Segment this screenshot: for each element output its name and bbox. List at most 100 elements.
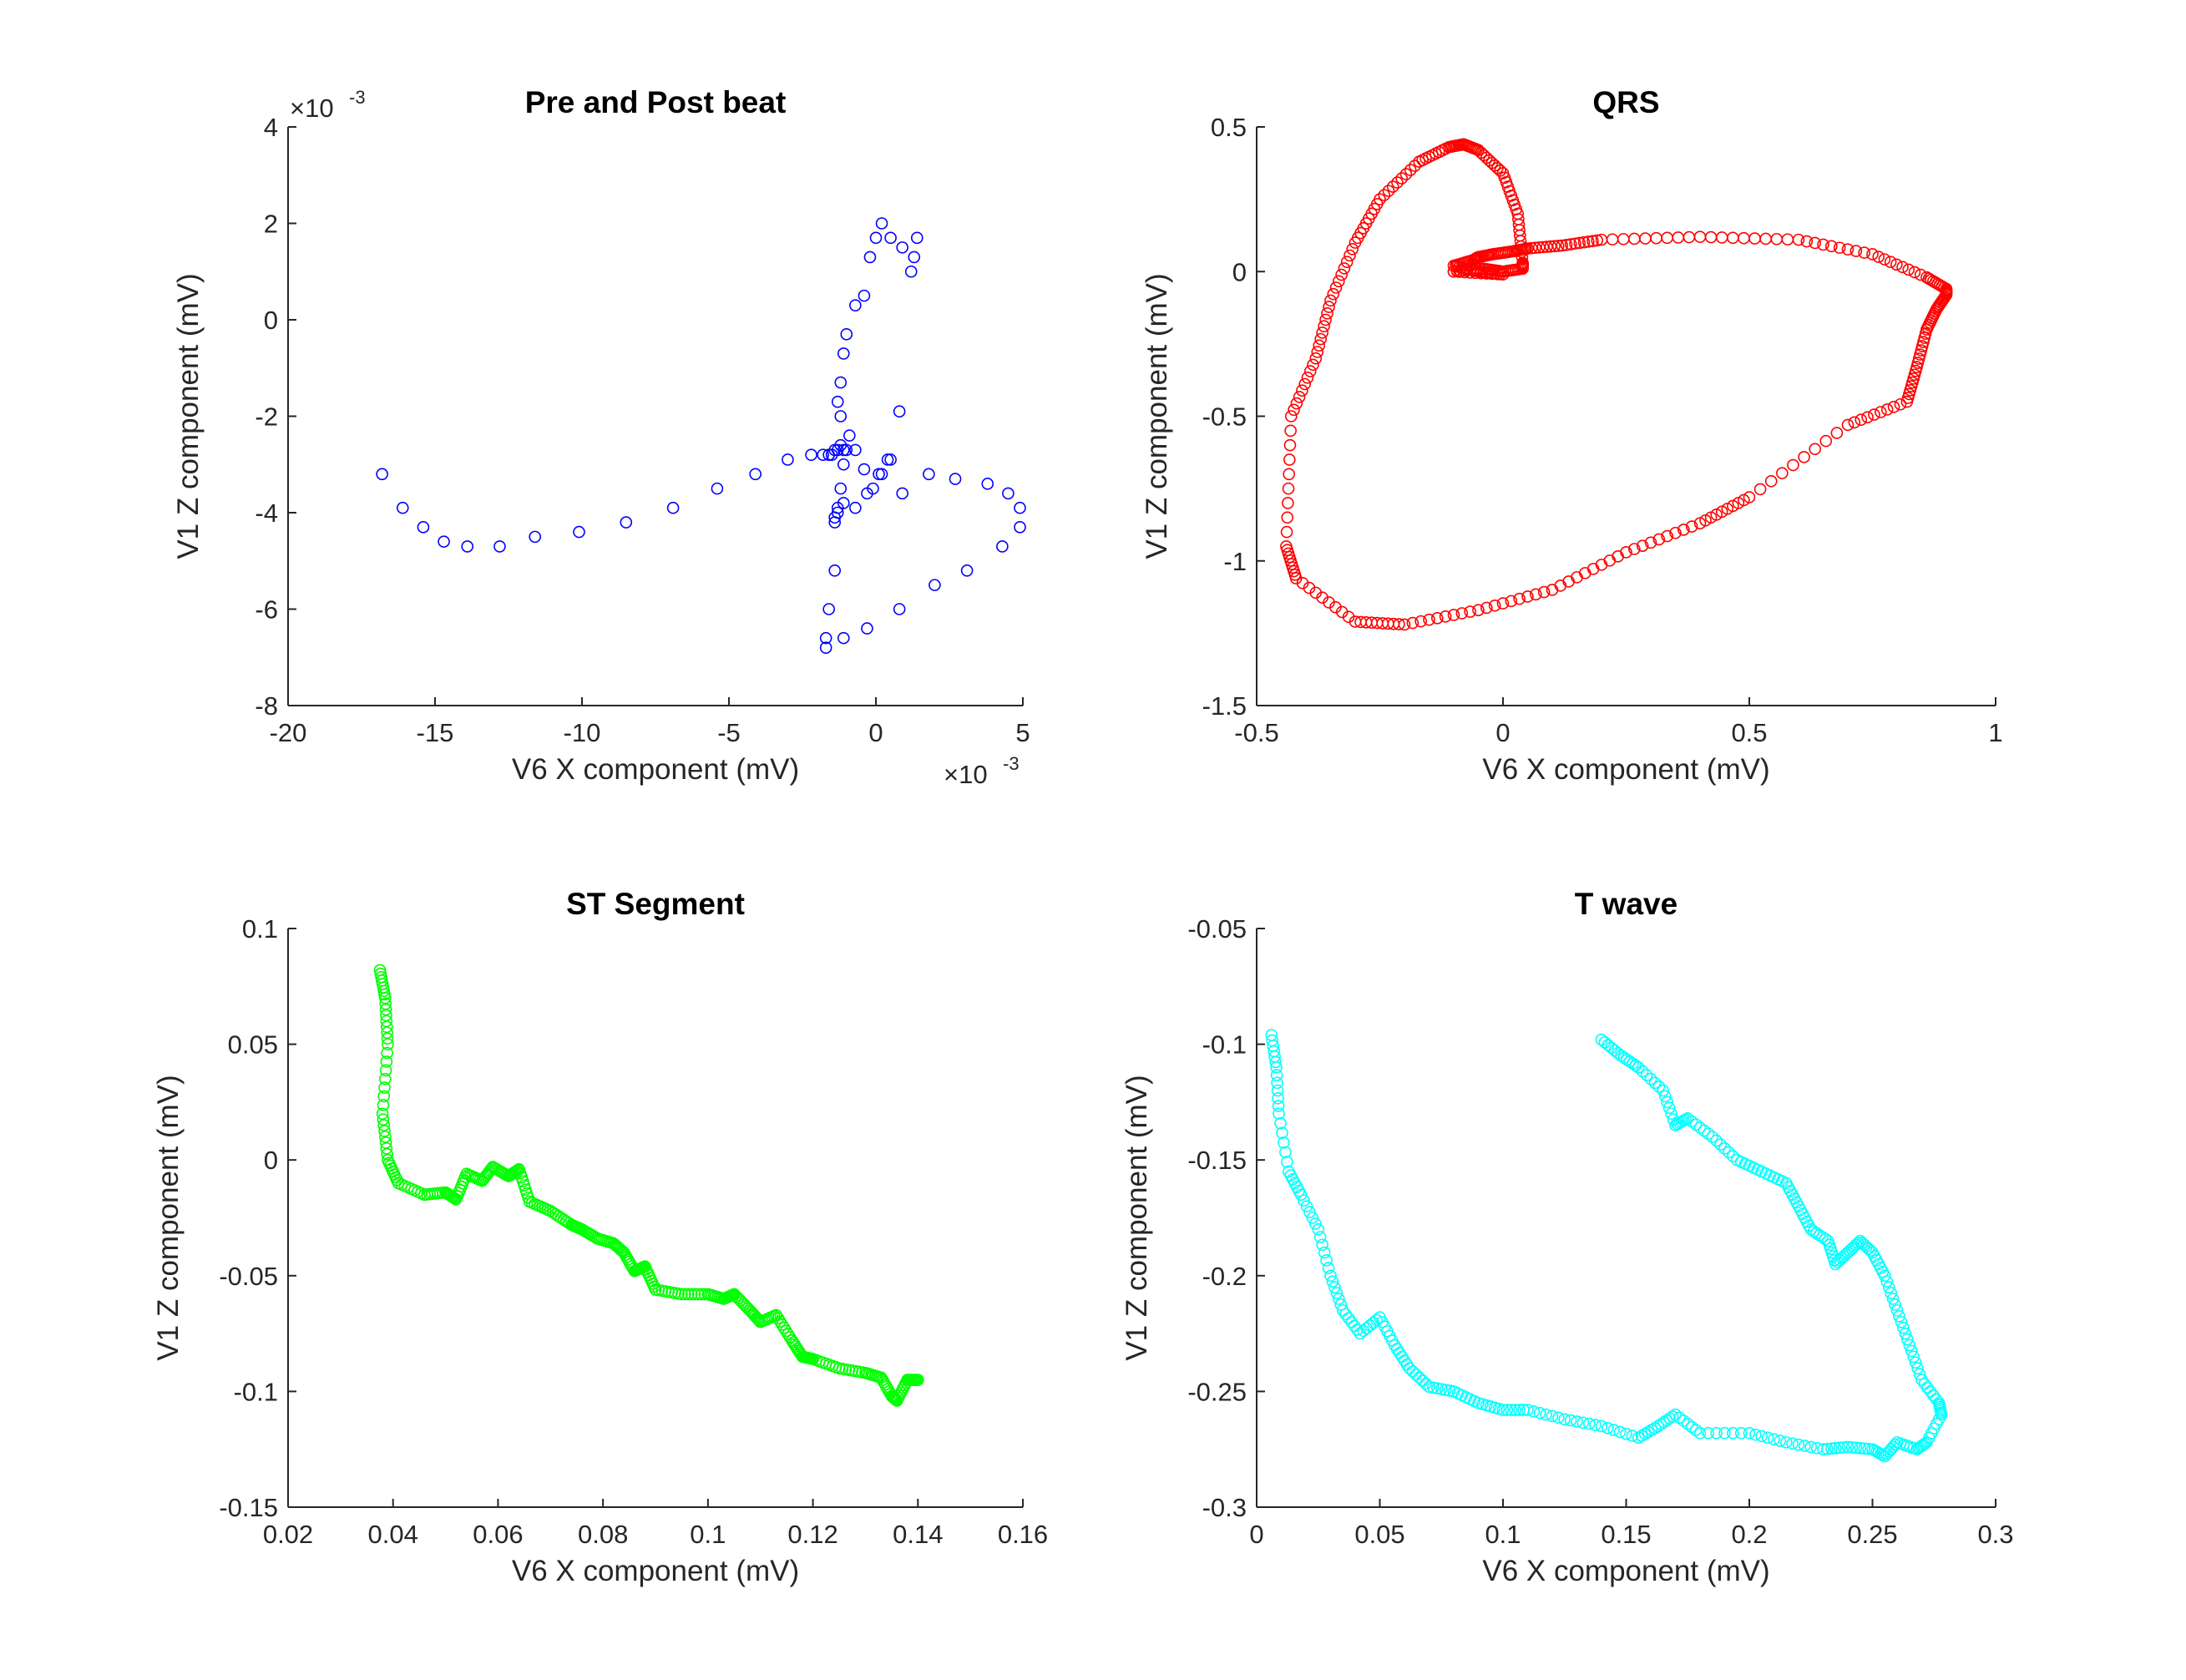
- data-point: [1889, 1438, 1901, 1451]
- data-point: [679, 1288, 691, 1301]
- data-point: [893, 405, 906, 418]
- data-point: [1346, 242, 1359, 256]
- data-point: [1595, 233, 1608, 246]
- data-point: [1895, 1315, 1908, 1328]
- data-point: [1913, 1368, 1926, 1380]
- data-point: [1921, 1381, 1934, 1394]
- data-point: [1283, 438, 1297, 452]
- data-point: [1911, 1362, 1924, 1374]
- data-point: [380, 1055, 393, 1068]
- data-point: [1301, 371, 1314, 384]
- data-point: [691, 1288, 705, 1301]
- data-point: [1809, 443, 1821, 456]
- data-point: [1882, 1281, 1895, 1293]
- data-point: [1540, 1408, 1552, 1421]
- x-tick-label: 0.04: [368, 1520, 418, 1549]
- data-point: [1320, 1254, 1333, 1267]
- data-point: [1339, 1308, 1352, 1321]
- data-point: [1447, 265, 1460, 278]
- data-point: [1322, 1262, 1335, 1274]
- data-point: [1727, 1426, 1739, 1440]
- data-point: [1693, 1426, 1707, 1440]
- data-point: [1323, 301, 1335, 313]
- data-point: [1391, 176, 1404, 189]
- data-point: [1661, 1096, 1673, 1109]
- chart-title: T wave: [1575, 887, 1677, 921]
- data-point: [1527, 1405, 1541, 1418]
- data-point: [1281, 511, 1294, 524]
- data-point: [1513, 592, 1526, 605]
- data-point: [1541, 240, 1553, 253]
- data-point: [1403, 1362, 1416, 1374]
- data-point: [1314, 332, 1327, 346]
- data-point: [1698, 1124, 1711, 1137]
- data-point: [1706, 1131, 1719, 1143]
- data-point: [1908, 266, 1921, 279]
- data-point: [1667, 1113, 1680, 1126]
- data-point: [1270, 1069, 1283, 1081]
- data-point: [773, 1315, 787, 1328]
- x-tick-label: 0.1: [1485, 1520, 1521, 1549]
- y-axis-label: V1 Z component (mV): [1141, 273, 1173, 559]
- data-point: [382, 1038, 394, 1050]
- data-point: [1581, 235, 1595, 248]
- data-point: [834, 376, 848, 389]
- x-axis-label: V6 X component (mV): [512, 753, 799, 786]
- data-point: [1274, 1117, 1287, 1130]
- data-point: [1878, 253, 1891, 266]
- data-point: [1589, 1419, 1602, 1431]
- data-point: [1318, 1246, 1331, 1259]
- data-point: [929, 579, 941, 591]
- data-point: [1665, 1107, 1677, 1121]
- data-point: [1283, 453, 1296, 466]
- data-point: [858, 289, 871, 302]
- y-tick-label: -0.3: [1202, 1493, 1247, 1522]
- data-point: [379, 1136, 392, 1149]
- data-point: [378, 1072, 392, 1085]
- data-point: [1272, 1100, 1285, 1112]
- data-point: [417, 521, 430, 534]
- x-tick-label: 0.14: [893, 1520, 943, 1549]
- y-tick-label: -0.2: [1202, 1262, 1247, 1291]
- data-point: [1799, 1440, 1811, 1452]
- data-point: [1336, 1304, 1349, 1317]
- data-point: [1500, 1404, 1514, 1416]
- data-point: [840, 443, 853, 457]
- data-point: [1409, 159, 1421, 172]
- data-point: [377, 1119, 391, 1131]
- x-tick-label: 0.3: [1977, 1520, 2013, 1549]
- y-tick-label: -0.15: [219, 1493, 278, 1522]
- x-tick-label: 0: [868, 718, 883, 747]
- data-point: [1406, 1365, 1419, 1378]
- data-point: [1340, 256, 1354, 269]
- data-point: [1278, 1136, 1290, 1149]
- data-point: [1290, 397, 1303, 410]
- data-point: [1496, 597, 1510, 610]
- y-axis-label: V1 Z component (mV): [1121, 1075, 1153, 1360]
- x-tick-label: 0.1: [690, 1520, 726, 1549]
- data-point: [379, 1003, 392, 1016]
- data-point: [1723, 1146, 1735, 1159]
- data-point: [817, 448, 829, 462]
- data-point: [1338, 262, 1351, 275]
- data-point: [834, 410, 848, 423]
- data-point: [1764, 474, 1778, 488]
- data-point: [1755, 1430, 1769, 1443]
- x-tick-label: 0.05: [1354, 1520, 1404, 1549]
- series-markers: [1265, 1029, 1948, 1463]
- data-point: [1774, 1435, 1787, 1447]
- data-point: [837, 347, 850, 360]
- data-point: [1544, 240, 1557, 253]
- data-point: [831, 395, 844, 408]
- data-point: [1620, 546, 1632, 559]
- data-point: [1404, 164, 1417, 176]
- data-point: [1648, 1076, 1662, 1090]
- data-point: [1307, 358, 1319, 372]
- series-markers: [1280, 138, 1953, 631]
- data-point: [822, 603, 835, 615]
- data-point: [1413, 155, 1425, 168]
- data-point: [1841, 418, 1855, 432]
- data-point: [676, 1288, 688, 1301]
- data-point: [1282, 497, 1294, 509]
- data-point: [1530, 588, 1542, 601]
